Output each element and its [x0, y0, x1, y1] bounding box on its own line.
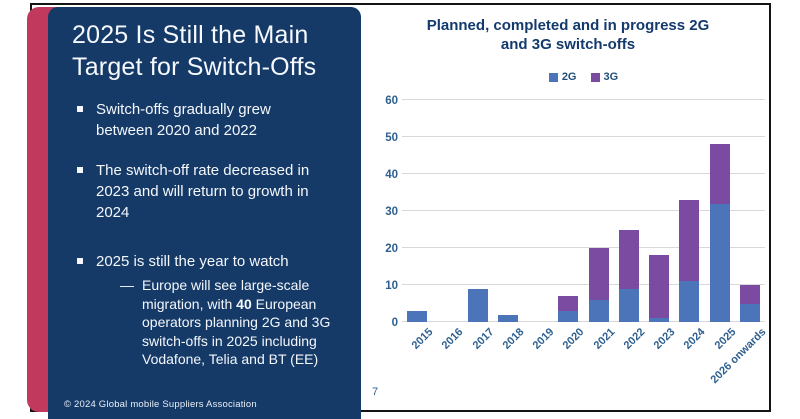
- x-axis-tick-label: 2024: [682, 326, 708, 352]
- bar-segment-3g: [618, 229, 639, 289]
- bar-segment-2g: [558, 310, 579, 322]
- bar-stack: [558, 296, 579, 322]
- bullet-text: Switch-offs gradually grew between 2020 …: [96, 101, 271, 139]
- bar-segment-3g: [649, 255, 670, 319]
- y-axis: 0 10 20 30 40 50 60: [368, 95, 398, 329]
- bar-segment-3g: [679, 199, 700, 282]
- bar-segment-2g: [588, 299, 609, 322]
- y-axis-tick-label: 30: [385, 206, 398, 218]
- gridline: [402, 247, 765, 248]
- square-bullet-icon: [77, 106, 83, 112]
- x-axis-tick-label: 2018: [500, 326, 527, 352]
- slide-title: 2025 Is Still the Main Target for Switch…: [72, 19, 339, 83]
- x-axis-tick-label: 2025: [712, 326, 739, 352]
- gridline: [402, 284, 765, 285]
- gridline: [402, 173, 765, 174]
- bar-segment-2g: [467, 288, 488, 322]
- gridline: [402, 321, 765, 322]
- legend-item: 3G: [590, 71, 619, 83]
- legend-swatch-2g: [548, 72, 558, 82]
- bar-stack: [709, 144, 730, 322]
- dash-bullet-icon: —: [120, 277, 134, 293]
- bullet-text: 2025 is still the year to watch: [96, 253, 289, 270]
- y-axis-tick-label: 60: [385, 95, 398, 107]
- bar-stack: [618, 229, 639, 322]
- bar-segment-3g: [739, 285, 760, 304]
- slide-title-line2: Target for Switch-Offs: [72, 53, 317, 81]
- bar-segment-2g: [679, 281, 700, 322]
- bar-stack: [407, 310, 428, 322]
- y-axis-tick-label: 20: [385, 243, 398, 255]
- y-axis-tick-label: 0: [391, 317, 398, 329]
- legend-label: 2G: [561, 71, 577, 83]
- legend-swatch-3g: [590, 72, 600, 82]
- bar-segment-2g: [618, 288, 639, 322]
- chart-title: Planned, completed and in progress 2G an…: [426, 17, 710, 53]
- bar-segment-3g: [588, 248, 609, 300]
- bullet-text: The switch-off rate decreased in 2023 an…: [96, 162, 310, 221]
- bar-stack: [588, 248, 609, 322]
- x-axis-tick-label: 2016: [440, 326, 466, 352]
- chart-plot: [402, 99, 765, 322]
- bar-segment-3g: [709, 144, 730, 204]
- gridline: [402, 99, 765, 100]
- gridline: [402, 210, 765, 211]
- sub-bullet-prefix: Europe will see large-scale migration, w…: [142, 277, 310, 312]
- x-axis-tick-label: 2015: [409, 326, 436, 352]
- bar-segment-2g: [497, 314, 518, 322]
- y-axis-tick-label: 50: [385, 132, 398, 144]
- bar-stack: [497, 314, 518, 322]
- legend-label: 3G: [603, 71, 619, 83]
- bar-stack: [679, 199, 700, 322]
- x-axis-tick-label: 2019: [530, 326, 557, 352]
- legend-item: 2G: [548, 71, 577, 83]
- y-axis-tick-label: 40: [385, 169, 398, 181]
- bullet-item: Switch-offs gradually grew between 2020 …: [72, 99, 339, 141]
- x-axis-tick-label: 2017: [470, 326, 497, 352]
- bar-segment-2g: [649, 318, 670, 322]
- left-panel: 2025 Is Still the Main Target for Switch…: [48, 7, 361, 419]
- sub-bullet-bold-number: 40: [236, 295, 252, 312]
- bar-segment-2g: [709, 203, 730, 322]
- sub-bullet-suffix: European operators planning 2G and 3G sw…: [142, 295, 331, 368]
- chart-area: Planned, completed and in progress 2G an…: [368, 0, 768, 412]
- x-axis-labels: 2015 2016 2017 2018 2019 2020 2021 2022 2023 2024…: [402, 326, 769, 406]
- bar-segment-2g: [407, 310, 428, 322]
- copyright-text: © 2024 Global mobile Suppliers Associati…: [64, 399, 257, 410]
- x-axis-tick-label: 2021: [591, 326, 618, 352]
- x-axis-tick-label: 2020: [561, 326, 587, 352]
- bar-segment-2g: [739, 303, 760, 322]
- page-number: 7: [372, 386, 379, 398]
- sub-bullet-text: Europe will see large-scale migration, w…: [142, 276, 334, 369]
- square-bullet-icon: [77, 167, 83, 173]
- slide-title-line1: 2025 Is Still the Main: [72, 21, 309, 49]
- gridline: [402, 136, 765, 137]
- x-axis-tick-label: 2022: [621, 326, 648, 352]
- bullet-item: The switch-off rate decreased in 2023 an…: [72, 160, 339, 223]
- chart-legend: 2G 3G: [402, 71, 765, 83]
- square-bullet-icon: [77, 258, 83, 264]
- bar-stack: [649, 255, 670, 322]
- bar-segment-3g: [558, 296, 579, 311]
- y-axis-tick-label: 10: [385, 280, 398, 292]
- bullet-list: Switch-offs gradually grew between 2020 …: [72, 99, 339, 272]
- bar-stack: [739, 285, 760, 322]
- sub-bullet-item: — Europe will see large-scale migration,…: [120, 276, 339, 369]
- x-axis-tick-label: 2023: [651, 326, 678, 352]
- bar-stack: [467, 288, 488, 322]
- bullet-item: 2025 is still the year to watch: [72, 251, 339, 272]
- x-axis-tick-label: 2026 onwards: [708, 326, 769, 386]
